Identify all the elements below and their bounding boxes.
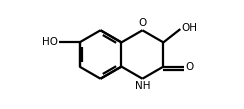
Text: OH: OH <box>182 23 198 33</box>
Text: O: O <box>185 62 193 72</box>
Text: HO: HO <box>41 37 58 47</box>
Text: NH: NH <box>135 81 150 91</box>
Text: O: O <box>138 18 147 28</box>
